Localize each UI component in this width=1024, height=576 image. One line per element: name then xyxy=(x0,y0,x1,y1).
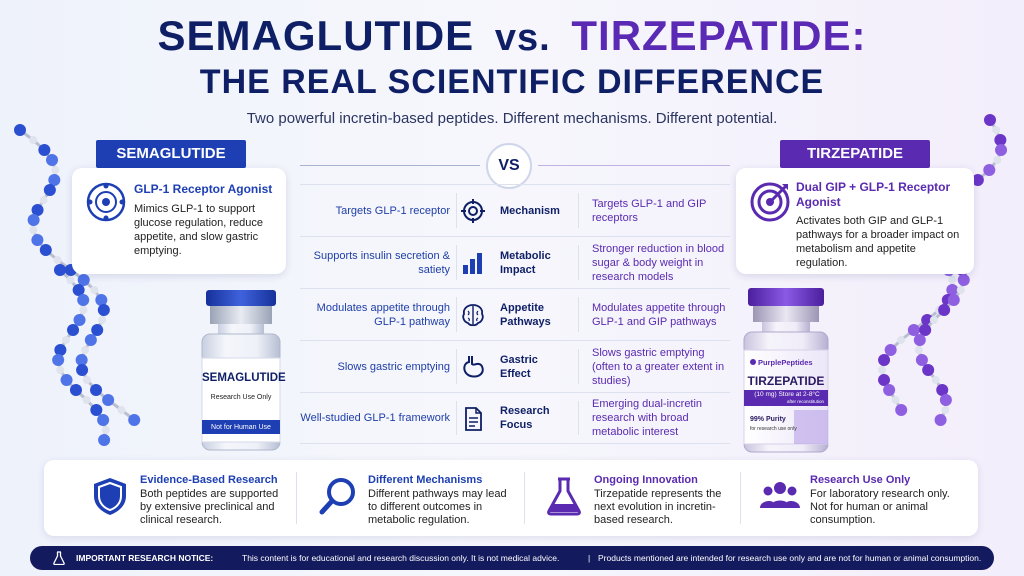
tirzepatide-vial-brand: PurplePeptides xyxy=(758,358,813,367)
semaglutide-card-title: GLP-1 Receptor Agonist xyxy=(134,182,273,196)
tirzepatide-header: TIRZEPATIDE xyxy=(780,140,930,168)
semaglutide-value: Supports insulin secretion & satiety xyxy=(313,249,450,276)
tirzepatide-value: Targets GLP-1 and GIP receptors xyxy=(592,197,707,224)
tirzepatide-vial xyxy=(743,288,829,453)
vs-divider-left xyxy=(300,165,480,166)
feature-title: Ongoing Innovation xyxy=(594,474,698,486)
feature-title: Evidence-Based Research xyxy=(140,474,278,486)
flask-icon xyxy=(53,551,65,565)
comparison-row-appetite: Modulates appetite through GLP-1 pathway… xyxy=(300,288,730,340)
people-icon xyxy=(760,482,800,508)
page-title-line2: THE REAL SCIENTIFIC DIFFERENCE xyxy=(199,63,825,101)
notice-title: IMPORTANT RESEARCH NOTICE: xyxy=(76,553,214,563)
title-vs: vs. xyxy=(494,17,551,59)
dual-target-icon xyxy=(750,182,790,222)
tirzepatide-value: Stronger reduction in blood sugar & body… xyxy=(592,242,725,283)
tirzepatide-card: Dual GIP + GLP-1 Receptor Agonist Activa… xyxy=(736,168,974,274)
features-panel: Evidence-Based Research Both peptides ar… xyxy=(44,460,978,536)
feature-desc: Both peptides are supported by extensive… xyxy=(140,488,279,526)
bar-chart-icon xyxy=(463,253,482,274)
notice-text: This content is for educational and rese… xyxy=(242,553,560,563)
receptor-icon xyxy=(86,182,126,222)
semaglutide-value: Well-studied GLP-1 framework xyxy=(300,412,450,424)
tirzepatide-vial-purity: 99% Purity xyxy=(750,416,786,423)
comparison-row-research: Well-studied GLP-1 framework Research Fo… xyxy=(300,392,730,444)
brain-icon xyxy=(462,304,484,327)
target-icon xyxy=(461,199,485,223)
title-tirzepatide: TIRZEPATIDE: xyxy=(571,12,867,59)
semaglutide-vial-use: Research Use Only xyxy=(210,394,272,401)
feature-desc: Tirzepatide represents the next evolutio… xyxy=(594,488,722,526)
semaglutide-card: GLP-1 Receptor Agonist Mimics GLP-1 to s… xyxy=(72,168,286,274)
stomach-icon xyxy=(463,356,484,378)
page-subtitle: Two powerful incretin-based peptides. Di… xyxy=(246,110,778,127)
semaglutide-value: Targets GLP-1 receptor xyxy=(335,204,450,217)
title-semaglutide: SEMAGLUTIDE xyxy=(157,12,475,59)
comparison-label: Mechanism xyxy=(500,204,560,217)
feature-title: Different Mechanisms xyxy=(368,474,483,486)
comparison-label: Research Focus xyxy=(500,405,550,431)
research-notice-bar: IMPORTANT RESEARCH NOTICE: This content … xyxy=(30,546,994,570)
document-icon xyxy=(465,407,482,431)
semaglutide-value: Modulates appetite through GLP-1 pathway xyxy=(316,301,450,328)
notice-text-2: Products mentioned are intended for rese… xyxy=(598,553,982,563)
tirzepatide-vial-dose-sub: after reconstitution xyxy=(786,399,824,404)
notice-divider: | xyxy=(588,553,591,563)
comparison-label: Gastric Effect xyxy=(500,353,538,380)
feature-desc: Different pathways may lead to different… xyxy=(368,488,507,526)
feature-title: Research Use Only xyxy=(810,474,911,486)
comparison-row-mechanism: Targets GLP-1 receptor Mechanism Targets… xyxy=(300,184,730,236)
comparison-row-metabolic: Supports insulin secretion & satiety Met… xyxy=(300,236,730,288)
tirzepatide-value: Modulates appetite through GLP-1 and GIP… xyxy=(592,301,726,328)
tirzepatide-value: Slows gastric emptying (often to a great… xyxy=(592,346,725,387)
semaglutide-vial xyxy=(201,290,281,451)
comparison-label: Metabolic Impact xyxy=(500,249,551,276)
vs-badge: VS xyxy=(486,143,532,189)
tirzepatide-vial-label: TIRZEPATIDE xyxy=(747,374,825,388)
semaglutide-vial-band: Not for Human Use xyxy=(211,424,271,431)
feature-mechanisms: Different Mechanisms Different pathways … xyxy=(318,460,518,536)
flask-icon xyxy=(547,477,581,516)
tirzepatide-card-desc: Activates both GIP and GLP-1 pathways fo… xyxy=(796,215,960,269)
tirzepatide-value: Emerging dual-incretin research with bro… xyxy=(592,398,703,438)
semaglutide-header: SEMAGLUTIDE xyxy=(96,140,246,168)
vs-divider-right xyxy=(538,165,730,166)
magnifier-icon xyxy=(319,478,355,515)
comparison-row-gastric: Slows gastric emptying Gastric Effect Sl… xyxy=(300,340,730,392)
tirzepatide-vial-purity-sub: for research use only xyxy=(750,426,797,432)
page-title: SEMAGLUTIDE vs. TIRZEPATIDE: xyxy=(0,14,1024,60)
blue-molecule-illustration xyxy=(14,124,141,446)
semaglutide-vial-label: SEMAGLUTIDE xyxy=(202,372,286,384)
semaglutide-value: Slows gastric emptying xyxy=(337,360,451,373)
semaglutide-card-desc: Mimics GLP-1 to support glucose regulati… xyxy=(134,203,264,257)
tirzepatide-card-title: Dual GIP + GLP-1 Receptor Agonist xyxy=(796,180,951,209)
feature-desc: For laboratory research only. Not for hu… xyxy=(810,488,950,526)
feature-innovation: Ongoing Innovation Tirzepatide represent… xyxy=(544,460,744,536)
feature-research-only: Research Use Only For laboratory researc… xyxy=(760,460,970,536)
tirzepatide-vial-dose: (10 mg) Store at 2-8°C xyxy=(754,391,820,398)
feature-evidence: Evidence-Based Research Both peptides ar… xyxy=(90,460,290,536)
comparison-label: Appetite Pathways xyxy=(500,301,551,328)
shield-icon xyxy=(94,478,126,515)
